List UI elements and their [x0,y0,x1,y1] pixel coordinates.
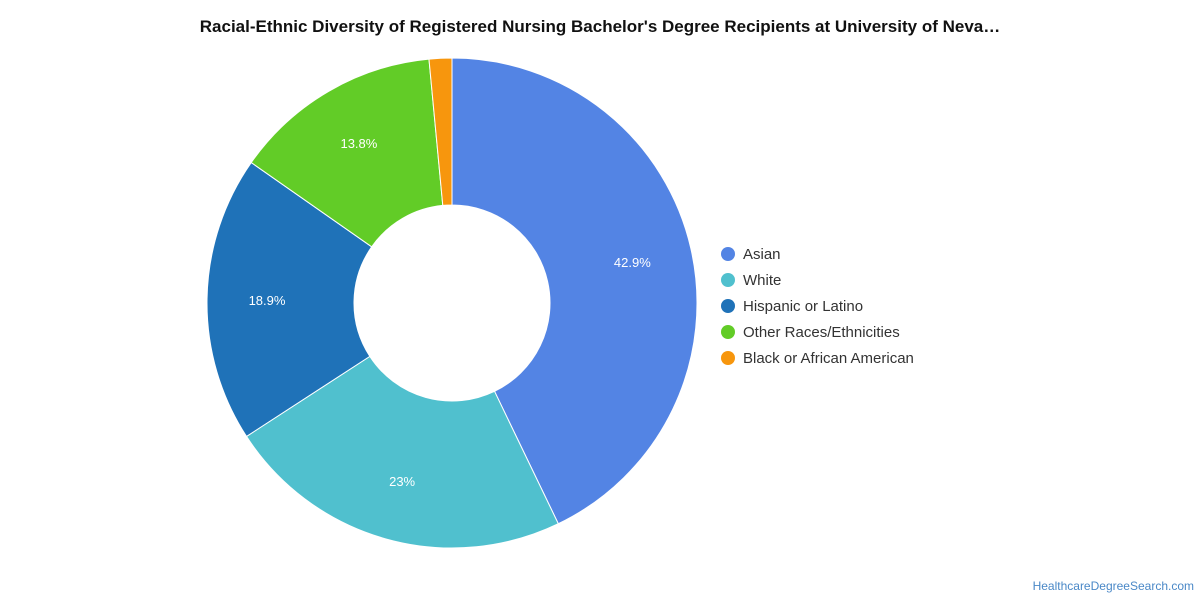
legend-item[interactable]: Other Races/Ethnicities [721,319,914,345]
legend-label: White [743,271,782,289]
legend-swatch [721,351,735,365]
legend-swatch [721,247,735,261]
source-link[interactable]: HealthcareDegreeSearch.com [1032,579,1194,593]
slice-asian[interactable] [451,57,698,525]
legend-swatch [721,325,735,339]
legend-swatch [721,299,735,313]
legend-label: Black or African American [743,349,914,367]
slice-black-or-african-american[interactable] [428,57,453,206]
slice-label: 42.9% [614,255,651,270]
slices-group [206,57,698,549]
legend-item[interactable]: Hispanic or Latino [721,293,914,319]
legend-label: Hispanic or Latino [743,297,864,315]
legend-label: Asian [743,245,781,263]
slice-hispanic-or-latino[interactable] [206,161,373,438]
legend-item[interactable]: White [721,267,914,293]
chart-title: Racial-Ethnic Diversity of Registered Nu… [199,17,1001,36]
slice-label: 23% [389,474,415,489]
legend-swatch [721,273,735,287]
slice-white[interactable] [245,355,559,549]
legend-item[interactable]: Asian [721,241,914,267]
slice-other-races-ethnicities[interactable] [250,58,444,248]
legend: Asian White Hispanic or Latino Other Races/… [721,241,914,371]
slice-label: 18.9% [249,293,286,308]
slice-label: 13.8% [340,136,377,151]
legend-label: Other Races/Ethnicities [743,323,900,341]
labels-group: 42.9% 23% 18.9% 13.8% [249,136,652,489]
legend-item[interactable]: Black or African American [721,345,914,371]
